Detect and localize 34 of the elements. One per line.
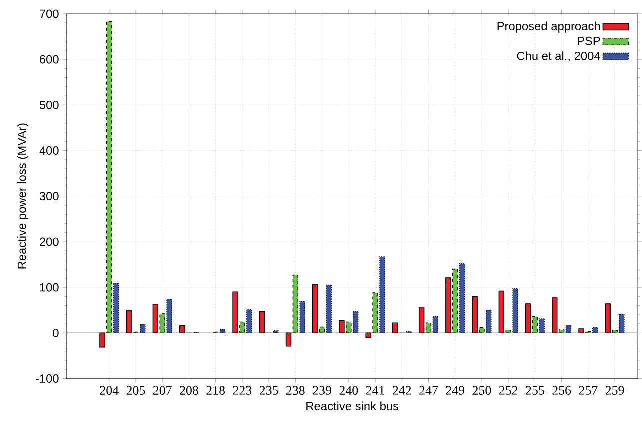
- x-tick-label: 250: [472, 386, 492, 396]
- x-tick-label: 205: [126, 386, 146, 396]
- x-tick-label: 255: [526, 386, 544, 396]
- x-tick-label: 239: [313, 386, 332, 396]
- y-tick-label: 600: [40, 56, 59, 64]
- x-tick-label: 204: [100, 386, 119, 396]
- legend-label: Proposed approach: [498, 22, 600, 34]
- x-tick-label: 218: [206, 386, 226, 396]
- x-tick-label: 241: [366, 386, 384, 395]
- x-tick-label: 208: [180, 386, 198, 396]
- legend-label: Chu et al., 2004: [517, 52, 600, 62]
- x-tick-label: 207: [153, 386, 172, 396]
- y-tick-label: 400: [40, 146, 59, 156]
- x-tick-label: 252: [499, 386, 518, 396]
- x-tick-label: 259: [606, 386, 624, 396]
- x-tick-label: 240: [340, 386, 358, 396]
- x-tick-label: 247: [420, 386, 438, 395]
- x-tick-label: 257: [579, 386, 598, 396]
- y-tick-label: 200: [40, 238, 59, 246]
- y-tick-label: -100: [36, 374, 59, 384]
- x-axis-title: Reactive sink bus: [306, 402, 399, 411]
- y-axis-title: Reactive power loss (MVAr): [18, 124, 29, 269]
- x-tick-label: 242: [393, 386, 412, 395]
- x-tick-label: 223: [233, 386, 252, 396]
- y-tick-label: 700: [40, 10, 59, 18]
- x-tick-label: 249: [446, 386, 465, 396]
- legend-label: PSP: [578, 37, 600, 46]
- y-tick-label: 500: [40, 101, 59, 110]
- y-tick-label: 0: [53, 329, 59, 338]
- y-tick-label: 100: [40, 284, 59, 292]
- x-tick-label: 256: [552, 386, 572, 396]
- y-tick-label: 300: [40, 192, 59, 201]
- x-tick-label: 235: [260, 386, 278, 396]
- x-tick-label: 238: [286, 386, 305, 396]
